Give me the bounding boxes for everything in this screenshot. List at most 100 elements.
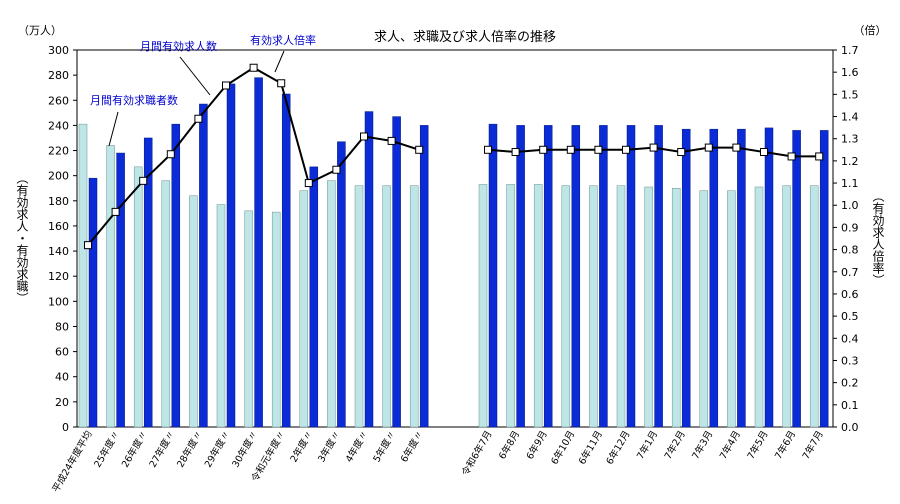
annotations: 月間有効求職者数 月間有効求人数 有効求人倍率 xyxy=(90,33,316,147)
bar-job-seekers xyxy=(244,210,253,428)
ratio-point xyxy=(649,143,658,152)
ratio-point xyxy=(166,150,175,159)
x-tick-label: 7年7月 xyxy=(800,429,826,462)
left-tick-label: 280 xyxy=(48,69,69,82)
ratio-point xyxy=(511,148,520,157)
bar-job-seekers xyxy=(78,123,88,428)
bar-job-seekers xyxy=(809,185,819,428)
bar-job-openings xyxy=(488,123,498,428)
ratio-point xyxy=(387,136,396,145)
bar-job-seekers xyxy=(644,186,653,428)
annotation-label: 有効求人倍率 xyxy=(250,33,316,47)
left-tick-label: 160 xyxy=(48,220,69,233)
left-tick-label: 40 xyxy=(55,371,69,384)
bar-job-openings xyxy=(254,77,263,428)
ratio-point xyxy=(815,152,824,161)
bar-job-seekers xyxy=(327,180,336,428)
ratio-point xyxy=(360,132,368,141)
left-tick-label: 200 xyxy=(48,170,69,183)
bars xyxy=(78,77,829,428)
right-tick-label: 1.7 xyxy=(841,44,859,57)
bar-job-openings xyxy=(226,83,236,428)
x-tick-label: 6年8月 xyxy=(496,429,522,462)
left-tick-label: 140 xyxy=(48,245,69,258)
ratio-point xyxy=(704,143,713,152)
ratio-point xyxy=(304,179,313,188)
bar-job-openings xyxy=(143,137,153,428)
x-tick-label: 2年度〃 xyxy=(288,429,316,465)
left-tick-label: 60 xyxy=(55,346,69,359)
ratio-point xyxy=(566,145,575,154)
ratio-point xyxy=(787,152,796,161)
right-tick-label: 0.2 xyxy=(841,377,859,390)
x-tick-label: 7年3月 xyxy=(689,429,715,462)
x-tick-label: 27年度〃 xyxy=(147,429,178,470)
x-tick-label: 6年12月 xyxy=(604,429,633,467)
x-tick-label: 平成24年度平均 xyxy=(50,429,95,495)
left-tick-label: 240 xyxy=(48,119,69,132)
bar-job-seekers xyxy=(133,166,143,428)
right-tick-label: 0.1 xyxy=(841,399,859,412)
x-tick-label: 6年9月 xyxy=(524,429,550,462)
left-tick-label: 20 xyxy=(55,396,69,409)
bar-job-seekers xyxy=(561,185,571,428)
right-tick-label: 1.0 xyxy=(841,199,859,212)
left-tick-label: 0 xyxy=(62,421,69,434)
plot-frame xyxy=(76,49,834,428)
x-tick-label: 28年度〃 xyxy=(174,429,205,470)
bar-job-openings xyxy=(709,128,719,428)
bar-job-openings xyxy=(599,125,608,428)
ratio-point xyxy=(222,81,230,90)
bar-job-seekers xyxy=(506,184,515,428)
bar-job-seekers xyxy=(478,184,488,428)
x-tick-label: 26年度〃 xyxy=(119,429,150,470)
x-tick-label: 6年10月 xyxy=(548,429,577,467)
left-tick-label: 100 xyxy=(48,295,69,308)
bar-job-seekers xyxy=(189,195,198,428)
x-tick-label: 25年度〃 xyxy=(92,429,123,470)
right-tick-label: 1.4 xyxy=(841,111,859,124)
ratio-point xyxy=(622,145,630,154)
right-tick-label: 0.7 xyxy=(841,266,859,279)
left-tick-label: 220 xyxy=(48,145,69,158)
left-axis-unit: （万人） xyxy=(18,24,62,37)
right-tick-label: 0.4 xyxy=(841,332,859,345)
bar-job-openings xyxy=(309,166,319,428)
x-tick-label: 7年1月 xyxy=(634,429,660,462)
ratio-point xyxy=(139,176,148,185)
x-tick-label: 29年度〃 xyxy=(202,429,233,470)
ratio-point xyxy=(594,145,603,154)
right-tick-label: 0.6 xyxy=(841,288,859,301)
x-tick-label: 6年度〃 xyxy=(398,429,426,465)
bar-job-openings xyxy=(392,116,401,428)
right-tick-label: 0.9 xyxy=(841,221,859,234)
bar-job-openings xyxy=(764,127,774,428)
x-tick-label: 4年度〃 xyxy=(343,429,371,465)
x-tick-label: 6年11月 xyxy=(576,429,605,467)
bar-job-seekers xyxy=(409,185,419,428)
ratio-point xyxy=(732,143,741,152)
bar-job-openings xyxy=(681,128,691,428)
ratio-point xyxy=(539,145,548,154)
bar-job-openings xyxy=(571,125,581,428)
x-tick-label: 7年2月 xyxy=(662,429,688,462)
right-tick-label: 1.1 xyxy=(841,177,859,190)
left-tick-label: 300 xyxy=(48,44,69,57)
ratio-point xyxy=(760,148,768,157)
right-tick-label: 0.8 xyxy=(841,244,859,257)
bar-job-seekers xyxy=(727,190,736,428)
chart-title: 求人、求職及び求人倍率の推移 xyxy=(374,29,556,45)
bar-job-openings xyxy=(281,93,291,428)
ratio-point xyxy=(332,165,341,174)
ratio-point xyxy=(484,145,492,154)
left-axis-label: （有効求人・有効求職） xyxy=(15,172,29,304)
bar-job-openings xyxy=(364,111,374,428)
left-tick-label: 80 xyxy=(55,320,69,333)
ratio-point xyxy=(249,63,258,72)
bar-job-openings xyxy=(116,152,125,428)
annotation-leader xyxy=(274,50,285,73)
bar-job-openings xyxy=(792,130,801,428)
bar-job-openings xyxy=(199,103,208,428)
annotation-label: 月間有効求職者数 xyxy=(90,93,178,107)
x-tick-label: 7年6月 xyxy=(772,429,798,462)
